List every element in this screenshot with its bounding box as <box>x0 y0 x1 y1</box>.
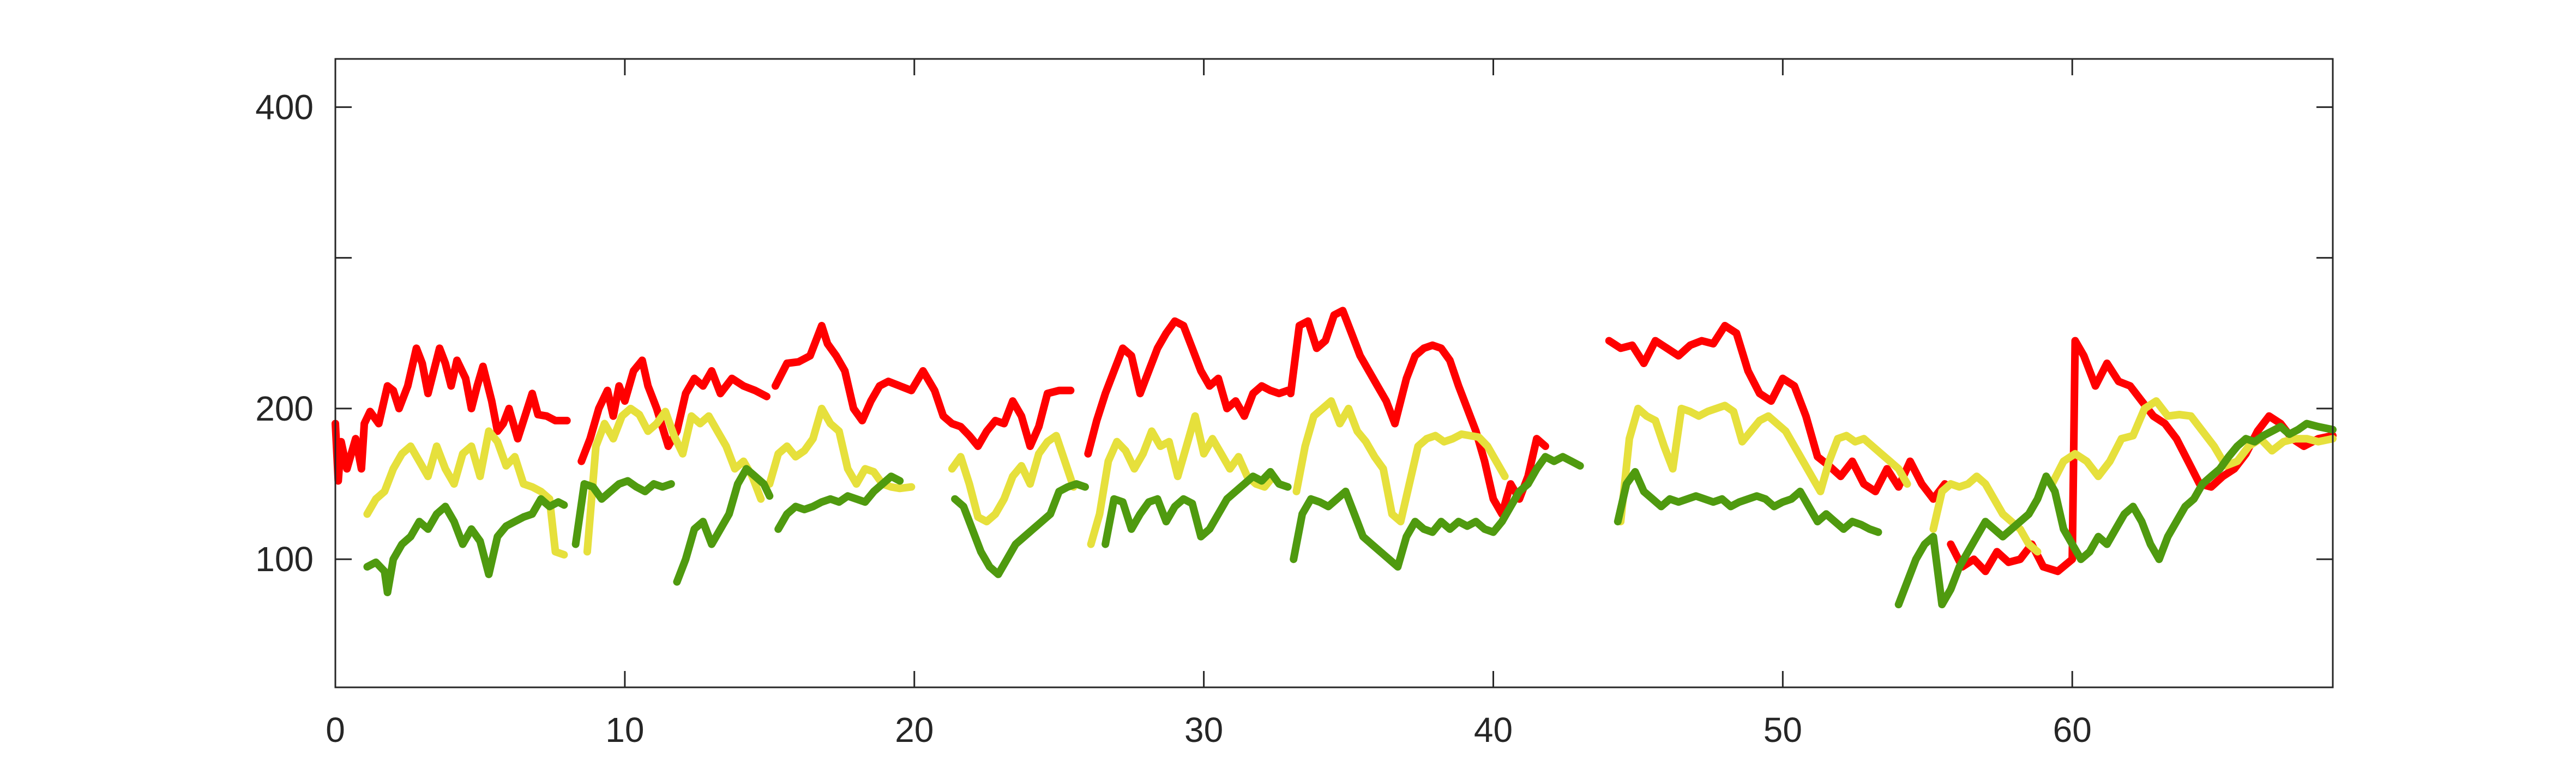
series-layer <box>332 307 2337 609</box>
x-tick-label: 30 <box>1184 710 1223 750</box>
series-line-13 <box>1617 402 1911 526</box>
series-line-2 <box>771 322 1075 450</box>
x-axis: 0 10 20 30 40 50 60 <box>326 59 2092 750</box>
x-tick-label: 10 <box>605 710 644 750</box>
series-line-24 <box>1894 420 2337 609</box>
y-tick-label: 100 <box>255 540 314 579</box>
series-line-7 <box>363 427 568 559</box>
x-tick-label: 60 <box>2053 710 2092 750</box>
y-tick-label: 200 <box>255 389 314 428</box>
series-line-6 <box>1947 337 2337 576</box>
series-line-4 <box>1286 307 1549 518</box>
series-line-19 <box>774 472 904 533</box>
series-line-10 <box>948 432 1078 526</box>
series-line-22 <box>1290 453 1584 571</box>
series-line-17 <box>571 477 675 548</box>
series-line-20 <box>951 480 1089 578</box>
series-line-1 <box>577 356 771 465</box>
x-tick-label: 50 <box>1764 710 1802 750</box>
series-line-3 <box>1084 317 1292 458</box>
series-line-16 <box>363 495 568 596</box>
y-tick-label: 400 <box>255 87 314 127</box>
series-line-23 <box>1614 468 1882 536</box>
series-line-14 <box>1929 472 2042 556</box>
series-line-21 <box>1102 468 1292 548</box>
series-line-0 <box>332 344 571 485</box>
series-line-18 <box>673 465 774 586</box>
series-line-5 <box>1605 322 1949 503</box>
series-line-8 <box>583 404 765 556</box>
series-line-15 <box>2048 397 2337 488</box>
x-tick-label: 20 <box>895 710 934 750</box>
series-line-11 <box>1087 412 1277 548</box>
series-line-12 <box>1292 397 1509 526</box>
plot-area-frame <box>334 58 2334 688</box>
x-tick-label: 0 <box>326 710 345 750</box>
y-axis: 100 200 400 <box>255 87 2333 579</box>
x-tick-label: 40 <box>1474 710 1513 750</box>
